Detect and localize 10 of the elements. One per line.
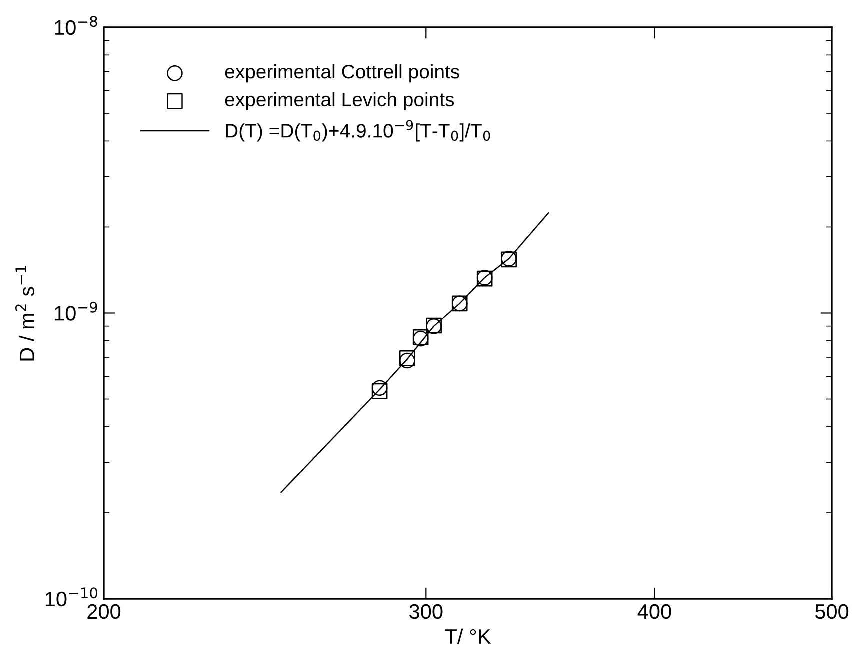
y-tick-label: 10$^{−9}$ (55, 302, 98, 321)
legend-label: D(T) =D(T$_{0}$)+4.9.10$^{−9}$[T-T$_{0}$]/T$_{0}$ (226, 120, 490, 142)
x-tick-label: 400 (638, 604, 672, 620)
legend-label: experimental Levich points (225, 92, 454, 110)
legend-label: experimental Cottrell points (225, 64, 460, 83)
y-axis-title: D / m$^{2}$ s$^{−1}$ (16, 266, 35, 361)
x-tick-label: 500 (815, 604, 849, 620)
x-tick-label: 300 (410, 604, 443, 620)
x-axis-title: T/ °K (445, 628, 492, 644)
y-tick-label: 10$^{−8}$ (55, 16, 98, 36)
